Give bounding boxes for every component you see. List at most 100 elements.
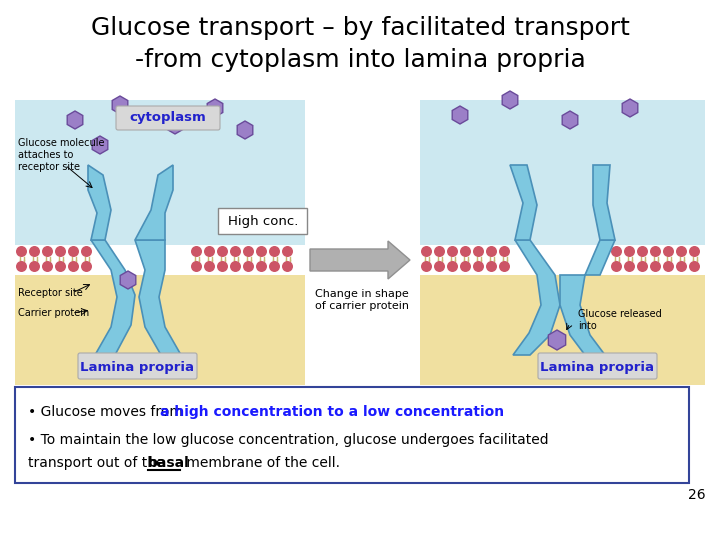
Circle shape (486, 261, 497, 272)
Circle shape (282, 246, 293, 257)
Circle shape (16, 261, 27, 272)
Polygon shape (593, 165, 615, 240)
Text: • Glucose moves from: • Glucose moves from (28, 405, 187, 419)
Circle shape (68, 261, 79, 272)
Polygon shape (549, 330, 566, 350)
Circle shape (447, 261, 458, 272)
Text: 26: 26 (688, 488, 706, 502)
Polygon shape (562, 111, 577, 129)
Circle shape (473, 246, 484, 257)
Circle shape (217, 261, 228, 272)
Circle shape (460, 246, 471, 257)
FancyBboxPatch shape (538, 353, 657, 379)
Circle shape (624, 246, 635, 257)
Circle shape (243, 261, 254, 272)
Polygon shape (88, 165, 111, 240)
Circle shape (611, 261, 622, 272)
Circle shape (689, 261, 700, 272)
Circle shape (434, 261, 445, 272)
Circle shape (663, 261, 674, 272)
Circle shape (499, 261, 510, 272)
Circle shape (29, 261, 40, 272)
FancyBboxPatch shape (218, 208, 307, 234)
Polygon shape (237, 121, 253, 139)
Circle shape (637, 246, 648, 257)
Circle shape (624, 261, 635, 272)
Text: cytoplasm: cytoplasm (130, 111, 207, 125)
Circle shape (421, 261, 432, 272)
Circle shape (473, 261, 484, 272)
Circle shape (499, 246, 510, 257)
Circle shape (29, 246, 40, 257)
Circle shape (16, 246, 27, 257)
Text: transport out of the: transport out of the (28, 456, 169, 470)
Bar (15, 100, 305, 245)
Text: • To maintain the low glucose concentration, glucose undergoes facilitated: • To maintain the low glucose concentrat… (28, 433, 549, 447)
Text: Lamina propria: Lamina propria (80, 361, 194, 374)
Circle shape (676, 246, 687, 257)
Circle shape (55, 246, 66, 257)
Polygon shape (452, 106, 468, 124)
Text: Receptor site: Receptor site (18, 288, 83, 298)
Circle shape (42, 261, 53, 272)
Circle shape (256, 261, 267, 272)
Text: Change in shape
of carrier protein: Change in shape of carrier protein (315, 289, 409, 311)
Circle shape (81, 261, 92, 272)
Circle shape (191, 246, 202, 257)
Circle shape (230, 246, 241, 257)
Text: a high concentration to a low concentration: a high concentration to a low concentrat… (160, 405, 504, 419)
Text: basal: basal (148, 456, 190, 470)
FancyBboxPatch shape (15, 387, 689, 483)
Circle shape (663, 246, 674, 257)
Circle shape (269, 246, 280, 257)
Text: Glucose molecule
attaches to
receptor site: Glucose molecule attaches to receptor si… (18, 138, 104, 172)
Polygon shape (120, 271, 136, 289)
Circle shape (486, 246, 497, 257)
Polygon shape (513, 240, 560, 355)
Circle shape (256, 246, 267, 257)
Polygon shape (503, 91, 518, 109)
Text: High conc.: High conc. (228, 214, 298, 227)
Circle shape (204, 261, 215, 272)
Circle shape (421, 246, 432, 257)
Circle shape (434, 246, 445, 257)
Text: -from cytoplasm into lamina propria: -from cytoplasm into lamina propria (135, 48, 585, 72)
Bar (420, 275, 705, 385)
Text: Lamina propria: Lamina propria (540, 361, 654, 374)
Circle shape (650, 246, 661, 257)
Polygon shape (135, 165, 173, 240)
Bar (15, 275, 305, 385)
Polygon shape (622, 99, 638, 117)
Circle shape (689, 246, 700, 257)
Circle shape (68, 246, 79, 257)
Polygon shape (510, 165, 537, 240)
Circle shape (637, 261, 648, 272)
Polygon shape (112, 96, 127, 114)
Circle shape (282, 261, 293, 272)
Circle shape (676, 261, 687, 272)
Polygon shape (135, 240, 181, 355)
Circle shape (55, 261, 66, 272)
Text: Glucose transport – by facilitated transport: Glucose transport – by facilitated trans… (91, 16, 629, 40)
Circle shape (611, 246, 622, 257)
Circle shape (460, 261, 471, 272)
Text: Glucose released
into: Glucose released into (578, 309, 662, 331)
Circle shape (204, 246, 215, 257)
Circle shape (81, 246, 92, 257)
Circle shape (269, 261, 280, 272)
FancyArrow shape (310, 241, 410, 279)
Circle shape (217, 246, 228, 257)
FancyBboxPatch shape (78, 353, 197, 379)
Polygon shape (207, 99, 222, 117)
Polygon shape (91, 240, 135, 355)
FancyBboxPatch shape (116, 106, 220, 130)
Bar (420, 100, 705, 245)
Text: Carrier protein: Carrier protein (18, 308, 89, 318)
Circle shape (191, 261, 202, 272)
Text: membrane of the cell.: membrane of the cell. (182, 456, 340, 470)
Polygon shape (560, 240, 615, 355)
Circle shape (42, 246, 53, 257)
Circle shape (650, 261, 661, 272)
Circle shape (447, 246, 458, 257)
Polygon shape (67, 111, 83, 129)
